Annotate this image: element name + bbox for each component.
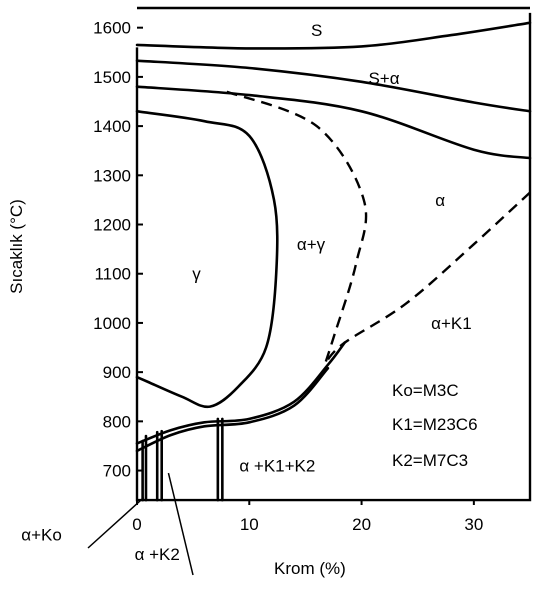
legend-k1: K1=M23C6 [392,415,478,434]
boundary-curve [135,366,330,453]
y-tick-label: 1300 [93,166,131,185]
dashed-boundary-curve [226,90,368,363]
y-axis-label: Sıcaklık (°C) [7,199,26,294]
boundary-curve [135,21,532,50]
boundary-curve [135,59,532,113]
boundary-curve [135,85,532,160]
boundary-curve [135,110,279,409]
y-tick-label: 900 [103,363,131,382]
region-label: α+γ [297,235,326,254]
x-axis-label: Krom (%) [274,559,346,578]
y-tick-label: 700 [103,462,131,481]
region-labels: S S+α α α+γ γ α+K1 α +K1+K2 α+Ko α +K2 [21,21,471,564]
x-tick-label: 30 [464,515,483,534]
ticks: 700 800 900 1000 1100 1200 1300 1400 1500 1600 0 10… [93,19,483,534]
legend-ko: Ko=M3C [392,381,459,400]
y-tick-label: 1100 [94,265,131,284]
y-tick-label: 800 [103,412,131,431]
region-label: α +K2 [135,545,180,564]
x-tick-label: 20 [352,515,371,534]
region-label: α +K1+K2 [239,457,315,476]
legend-k2: K2=M7C3 [392,451,468,470]
x-tick-label: 0 [132,515,141,534]
leader-lines [87,472,194,576]
leader-alpha-k2 [167,472,194,576]
region-label: α+K1 [431,314,472,333]
leader-alpha-ko [87,497,145,549]
region-label: S+α [368,69,399,88]
y-tick-label: 1200 [93,216,131,235]
region-label: α [435,191,445,210]
region-label: γ [192,265,201,284]
y-tick-label: 1000 [93,314,131,333]
dashed-boundary-curve [324,191,531,364]
y-tick-label: 1600 [93,19,131,38]
y-tick-label: 1400 [93,117,131,136]
region-label: α+Ko [21,526,62,545]
x-tick-label: 10 [240,515,259,534]
region-label: S [311,21,322,40]
phase-boundaries [135,6,532,502]
y-tick-label: 1500 [93,68,131,87]
boundary-curve [135,341,346,445]
